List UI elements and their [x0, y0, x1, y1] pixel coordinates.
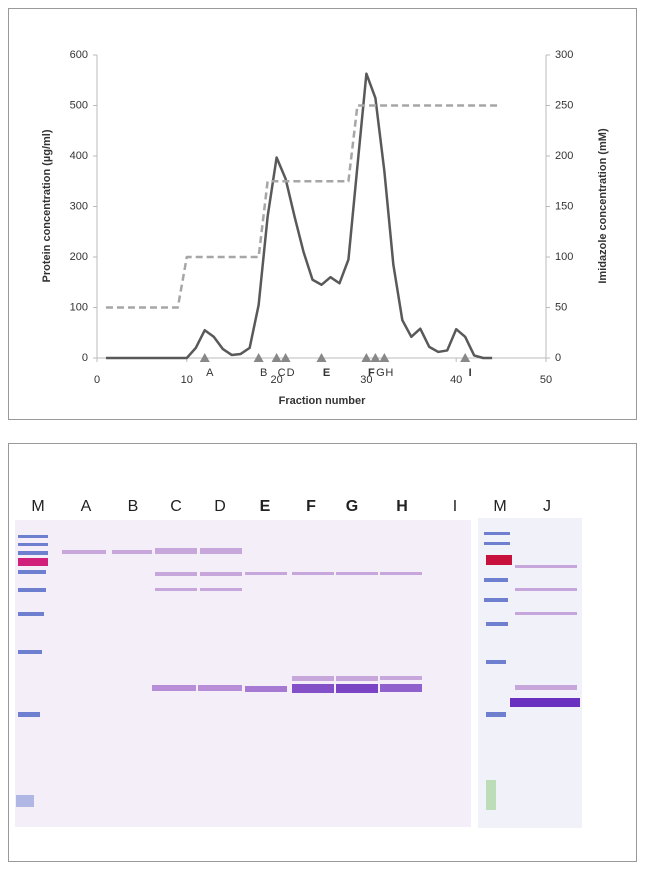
lane-label: C: [170, 498, 182, 515]
lane-label: I: [453, 498, 457, 515]
fraction-label: I: [469, 367, 472, 379]
gel: [15, 520, 471, 827]
y2-tick-label: 0: [555, 352, 561, 364]
fraction-label: A: [206, 367, 214, 379]
fraction-marker: [280, 353, 291, 362]
fraction-label: F: [368, 367, 375, 379]
gel-bands: [62, 548, 577, 690]
lane-label: J: [543, 498, 551, 515]
y-tick-label: 500: [70, 99, 88, 111]
data-line: [105, 104, 502, 309]
x-axis-title: Fraction number: [279, 395, 367, 407]
gel: [478, 518, 582, 828]
fraction-label: H: [385, 367, 393, 379]
y2-tick-label: 250: [555, 99, 573, 111]
y-tick-label: 0: [82, 352, 88, 364]
x-tick-label: 50: [540, 374, 552, 386]
x-tick-label: 10: [181, 374, 193, 386]
y2-tick-label: 150: [555, 200, 573, 212]
y-tick-label: 100: [70, 301, 88, 313]
fraction-marker: [460, 353, 471, 362]
marker-band: [486, 555, 512, 565]
lane-label: G: [346, 498, 358, 515]
gel-panel: [8, 443, 637, 862]
y-axis-title: Protein concentration (µg/ml): [41, 129, 53, 282]
x-tick-label: 40: [450, 374, 462, 386]
lane-label: M: [31, 498, 44, 515]
fraction-label: C: [278, 367, 286, 379]
lane-label: E: [260, 498, 271, 515]
lane-label: A: [81, 498, 92, 515]
fraction-marker: [361, 353, 372, 362]
y-tick-label: 300: [70, 200, 88, 212]
y-tick-label: 200: [70, 251, 88, 263]
x-tick-label: 30: [360, 374, 372, 386]
lane-label: D: [214, 498, 226, 515]
fraction-label: E: [323, 367, 330, 379]
y-tick-label: 400: [70, 150, 88, 162]
lane-label: B: [128, 498, 139, 515]
lane-label: F: [306, 498, 316, 515]
y2-tick-label: 200: [555, 150, 573, 162]
fraction-label: B: [260, 367, 267, 379]
lane-label: M: [493, 498, 506, 515]
y2-tick-label: 50: [555, 301, 567, 313]
y2-axis-title: Imidazole concentration (mM): [597, 128, 609, 284]
marker-band: [18, 558, 48, 566]
lane-label: H: [396, 498, 408, 515]
marker-band: [486, 780, 496, 810]
marker-bands: [16, 532, 510, 807]
x-tick-label: 0: [94, 374, 100, 386]
y2-tick-label: 300: [555, 49, 573, 61]
fraction-marker: [379, 353, 390, 362]
fraction-marker: [253, 353, 264, 362]
fraction-marker: [316, 353, 327, 362]
x-tick-label: 20: [270, 374, 282, 386]
fraction-marker: [199, 353, 210, 362]
fraction-label: D: [287, 367, 295, 379]
chart-frame: [8, 8, 637, 420]
gel-bands: [152, 684, 580, 707]
y-tick-label: 600: [70, 49, 88, 61]
fraction-marker: [370, 353, 381, 362]
y2-tick-label: 100: [555, 251, 573, 263]
fraction-label: G: [376, 367, 385, 379]
data-line: [105, 72, 493, 360]
fraction-marker: [271, 353, 282, 362]
